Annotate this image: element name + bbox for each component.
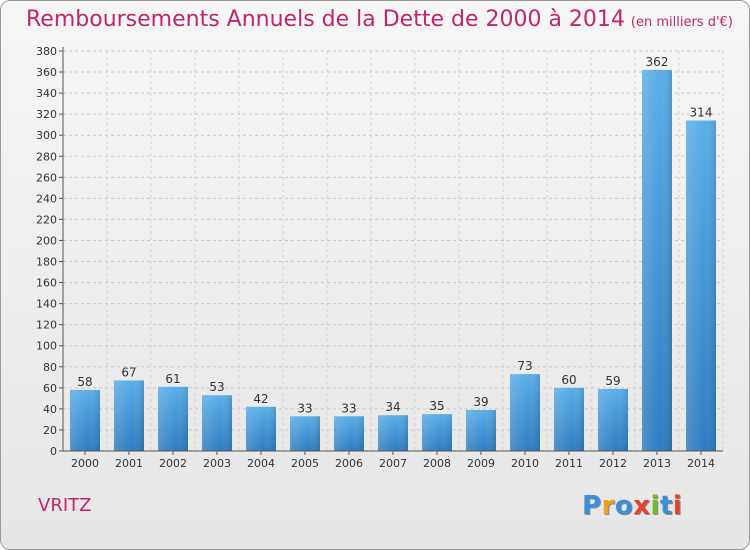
y-tick-label: 100	[36, 340, 57, 353]
x-tick-label: 2004	[247, 457, 275, 470]
y-tick-label: 320	[36, 108, 57, 121]
bar-value-label: 33	[297, 401, 312, 415]
bar-value-label: 59	[605, 374, 620, 388]
x-tick-label: 2008	[423, 457, 451, 470]
y-tick-label: 200	[36, 234, 57, 247]
y-tick-label: 0	[50, 445, 57, 458]
y-tick-label: 260	[36, 171, 57, 184]
bar-value-label: 58	[77, 375, 92, 389]
bar-shade	[554, 387, 584, 451]
bar-shade	[378, 415, 408, 451]
bar-value-label: 362	[646, 55, 669, 69]
bar-shade	[510, 374, 540, 451]
bar-value-label: 39	[473, 395, 488, 409]
y-tick-label: 280	[36, 150, 57, 163]
chart-title-text: Remboursements Annuels de la Dette de 20…	[26, 7, 625, 32]
x-tick-label: 2014	[687, 457, 715, 470]
bar-value-label: 61	[165, 372, 180, 386]
x-tick-label: 2006	[335, 457, 363, 470]
bar-value-label: 34	[385, 400, 400, 414]
logo-letter: o	[614, 491, 634, 521]
bar-shade	[686, 120, 716, 451]
y-tick-label: 240	[36, 192, 57, 205]
bar-shade	[70, 389, 100, 451]
x-axis: 2000 2001 2002 2003 2004 2005 2006 2007 2008 2009…	[63, 450, 723, 470]
bars: 58 67 61 53 42 33 33 34 35 39 73 60 59 362 314	[70, 55, 716, 452]
y-tick-label: 220	[36, 213, 57, 226]
y-tick-label: 80	[43, 361, 57, 374]
y-tick-label: 60	[43, 382, 57, 395]
y-tick-label: 40	[43, 403, 57, 416]
chart-title: Remboursements Annuels de la Dette de 20…	[26, 7, 733, 32]
y-tick-label: 160	[36, 277, 57, 290]
bar-value-label: 73	[517, 359, 532, 373]
x-tick-label: 2009	[467, 457, 495, 470]
proxiti-logo: Proxiti	[582, 491, 682, 521]
x-tick-label: 2013	[643, 457, 671, 470]
bar-shade	[598, 388, 628, 451]
x-tick-label: 2010	[511, 457, 539, 470]
logo-letter: P	[582, 491, 602, 521]
logo-letter: t	[659, 491, 673, 521]
bar-value-label: 314	[690, 105, 713, 119]
bar-shade	[422, 414, 452, 451]
bar-value-label: 53	[209, 380, 224, 394]
x-tick-label: 2003	[203, 457, 231, 470]
x-tick-label: 2000	[71, 457, 99, 470]
y-tick-label: 340	[36, 87, 57, 100]
bar-value-label: 33	[341, 401, 356, 415]
y-tick-label: 360	[36, 66, 57, 79]
x-tick-label: 2002	[159, 457, 187, 470]
logo-letter: i	[650, 491, 660, 521]
bar-value-label: 35	[429, 399, 444, 413]
bar-value-label: 60	[561, 373, 576, 387]
y-axis: 0 20 40 60 80 100 120 140 160 180 200 220 240 260 280 3…	[36, 45, 64, 458]
chart-subtitle: (en milliers d'€)	[630, 15, 733, 30]
y-tick-label: 380	[36, 45, 57, 58]
logo-letter: r	[601, 491, 615, 521]
bar-shade	[158, 386, 188, 451]
commune-name: VRITZ	[38, 495, 92, 516]
y-tick-label: 20	[43, 424, 57, 437]
logo-letter: x	[633, 491, 651, 521]
x-tick-label: 2001	[115, 457, 143, 470]
bar-shade	[246, 406, 276, 451]
x-tick-label: 2012	[599, 457, 627, 470]
bar-shade	[202, 395, 232, 451]
x-tick-label: 2011	[555, 457, 583, 470]
bar-value-label: 42	[253, 392, 268, 406]
y-tick-label: 300	[36, 129, 57, 142]
bar-shade	[466, 409, 496, 451]
bar-shade	[642, 69, 672, 452]
x-tick-label: 2005	[291, 457, 319, 470]
bar-shade	[290, 416, 320, 451]
bar-shade	[334, 416, 364, 451]
bar-value-label: 67	[121, 365, 136, 379]
x-tick-label: 2007	[379, 457, 407, 470]
bar-shade	[114, 380, 144, 451]
y-tick-label: 120	[36, 319, 57, 332]
y-tick-label: 140	[36, 298, 57, 311]
logo-letter: i	[672, 491, 683, 521]
y-tick-label: 180	[36, 256, 57, 269]
